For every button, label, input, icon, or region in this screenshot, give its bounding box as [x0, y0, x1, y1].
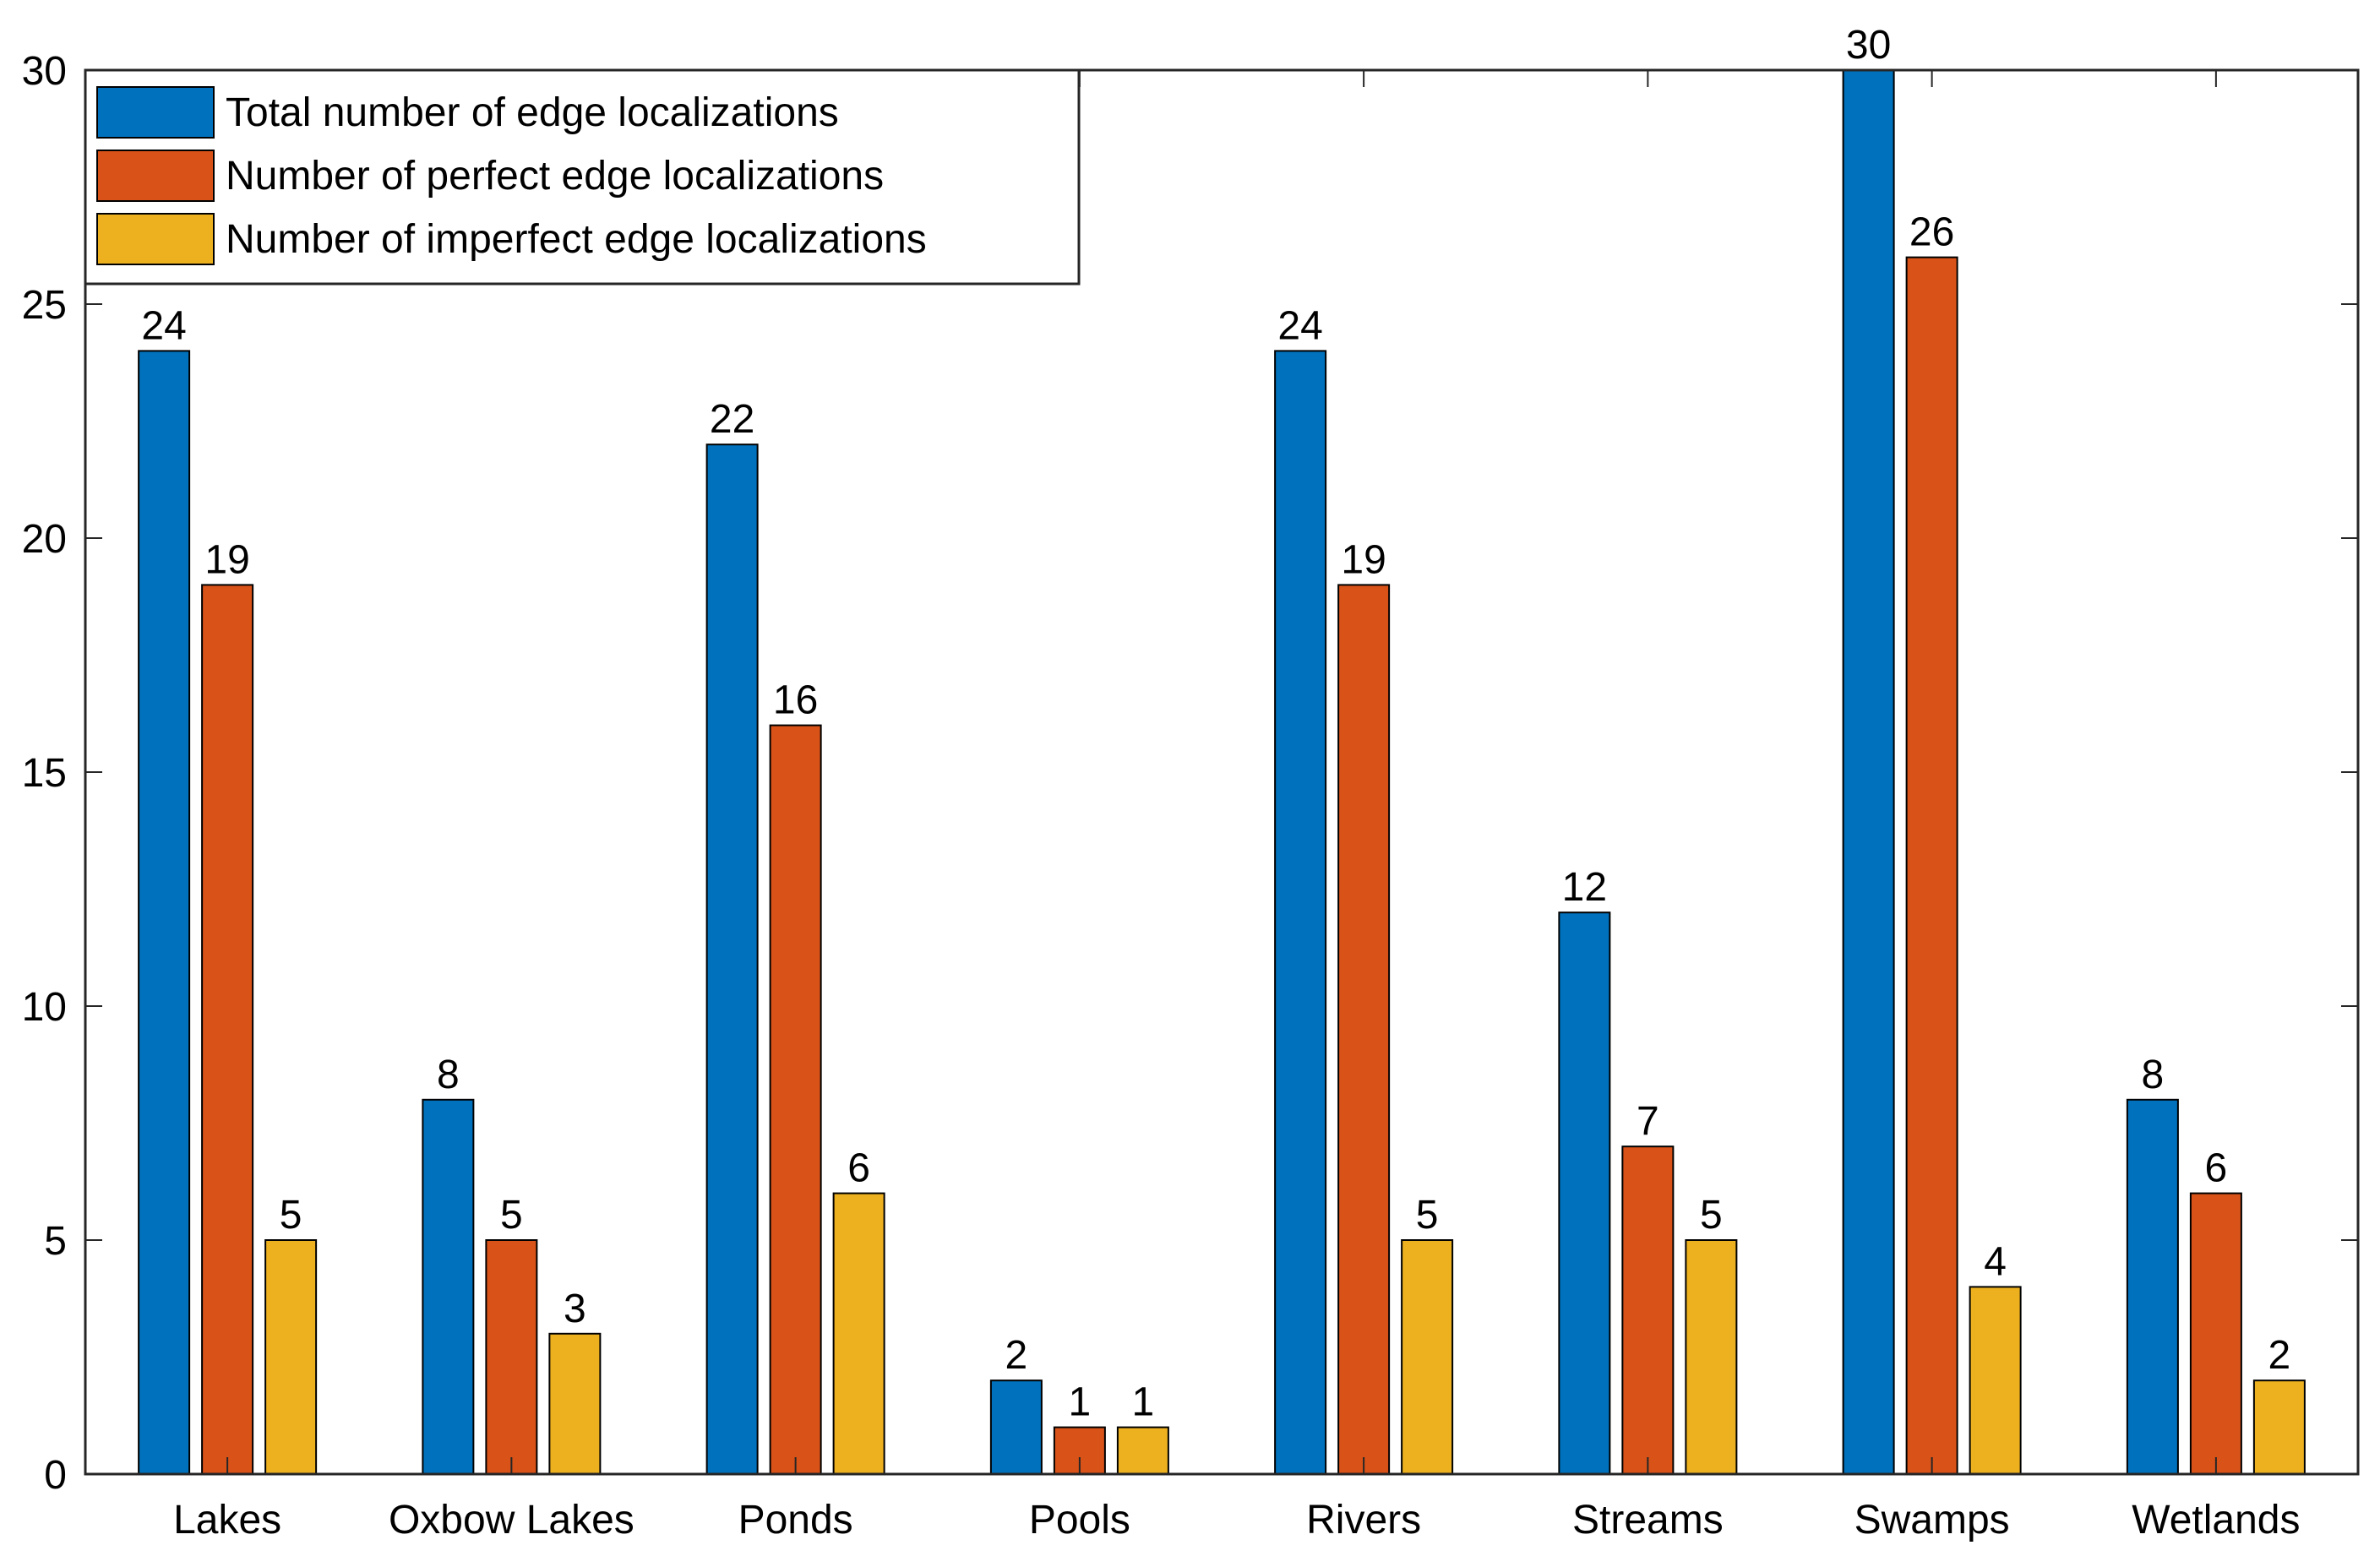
y-tick-label: 0	[44, 1453, 67, 1498]
bar	[1558, 911, 1611, 1475]
data-label: 6	[847, 1146, 870, 1191]
bar	[2252, 1379, 2306, 1475]
bar	[1621, 1145, 1675, 1475]
data-label: 3	[564, 1287, 586, 1331]
y-tick-label: 5	[44, 1219, 67, 1264]
data-label: 30	[1846, 23, 1891, 68]
data-label: 4	[1984, 1239, 2007, 1284]
x-tick-label: Pools	[1029, 1498, 1130, 1543]
x-tick-label: Rivers	[1306, 1498, 1421, 1543]
legend-label: Total number of edge localizations	[226, 90, 839, 135]
bar	[1905, 256, 1958, 1476]
y-tick-label: 25	[22, 283, 67, 328]
data-label: 22	[710, 397, 754, 442]
y-tick-label: 10	[22, 985, 67, 1030]
data-label: 24	[141, 303, 186, 348]
data-label: 5	[1700, 1193, 1723, 1238]
bar	[485, 1239, 538, 1475]
bar	[264, 1239, 318, 1475]
legend-box	[84, 68, 1081, 286]
data-label: 16	[773, 678, 818, 723]
bar	[989, 1379, 1043, 1475]
bar	[201, 584, 254, 1475]
data-label: 1	[1069, 1380, 1092, 1425]
x-tick-label: Wetlands	[2132, 1498, 2300, 1543]
data-label: 19	[204, 537, 249, 582]
data-label: 8	[2142, 1053, 2165, 1097]
x-tick-label: Swamps	[1854, 1498, 2010, 1543]
bar	[1337, 584, 1391, 1475]
bar	[705, 443, 759, 1476]
x-tick-label: Streams	[1572, 1498, 1724, 1543]
y-tick-label: 20	[22, 517, 67, 562]
data-label: 1	[1132, 1380, 1155, 1425]
data-label: 6	[2205, 1146, 2228, 1191]
bar	[1116, 1426, 1169, 1475]
bar	[1969, 1286, 2022, 1476]
bar	[422, 1098, 475, 1476]
x-tick-label: Ponds	[738, 1498, 853, 1543]
data-label: 12	[1562, 865, 1607, 910]
data-label: 7	[1637, 1099, 1659, 1144]
data-label: 2	[2268, 1333, 2291, 1378]
legend-swatch	[96, 213, 215, 265]
data-label: 5	[500, 1193, 523, 1238]
data-label: 19	[1341, 537, 1386, 582]
bar	[548, 1332, 602, 1476]
bar	[2126, 1098, 2179, 1476]
bar	[1401, 1239, 1454, 1475]
legend-swatch	[96, 86, 215, 139]
data-label: 2	[1005, 1333, 1028, 1378]
y-tick-label: 15	[22, 751, 67, 796]
bar	[1685, 1239, 1738, 1475]
plot-frame	[84, 68, 2360, 1476]
data-label: 24	[1277, 303, 1322, 348]
bar	[1274, 350, 1327, 1475]
x-tick-label: Lakes	[173, 1498, 281, 1543]
legend-label: Number of perfect edge localizations	[226, 154, 884, 199]
bar	[2189, 1192, 2242, 1475]
data-label: 5	[280, 1193, 302, 1238]
y-tick-label: 30	[22, 49, 67, 94]
data-label: 8	[437, 1053, 460, 1097]
bars-layer	[138, 69, 2306, 1476]
legend-swatch	[96, 150, 215, 202]
data-label: 5	[1416, 1193, 1439, 1238]
data-label: 26	[1909, 210, 1954, 255]
x-tick-label: Oxbow Lakes	[389, 1498, 634, 1543]
bar	[769, 724, 822, 1475]
bar	[832, 1192, 885, 1475]
axes-layer: Lakes Oxbow Lakes Ponds Pools Rivers Streams S…	[22, 49, 2360, 1543]
legend-label: Number of imperfect edge localizations	[226, 217, 927, 262]
bar	[1842, 69, 1895, 1475]
legend: Total number of edge localizations Number…	[84, 68, 1081, 286]
bar	[138, 350, 191, 1475]
